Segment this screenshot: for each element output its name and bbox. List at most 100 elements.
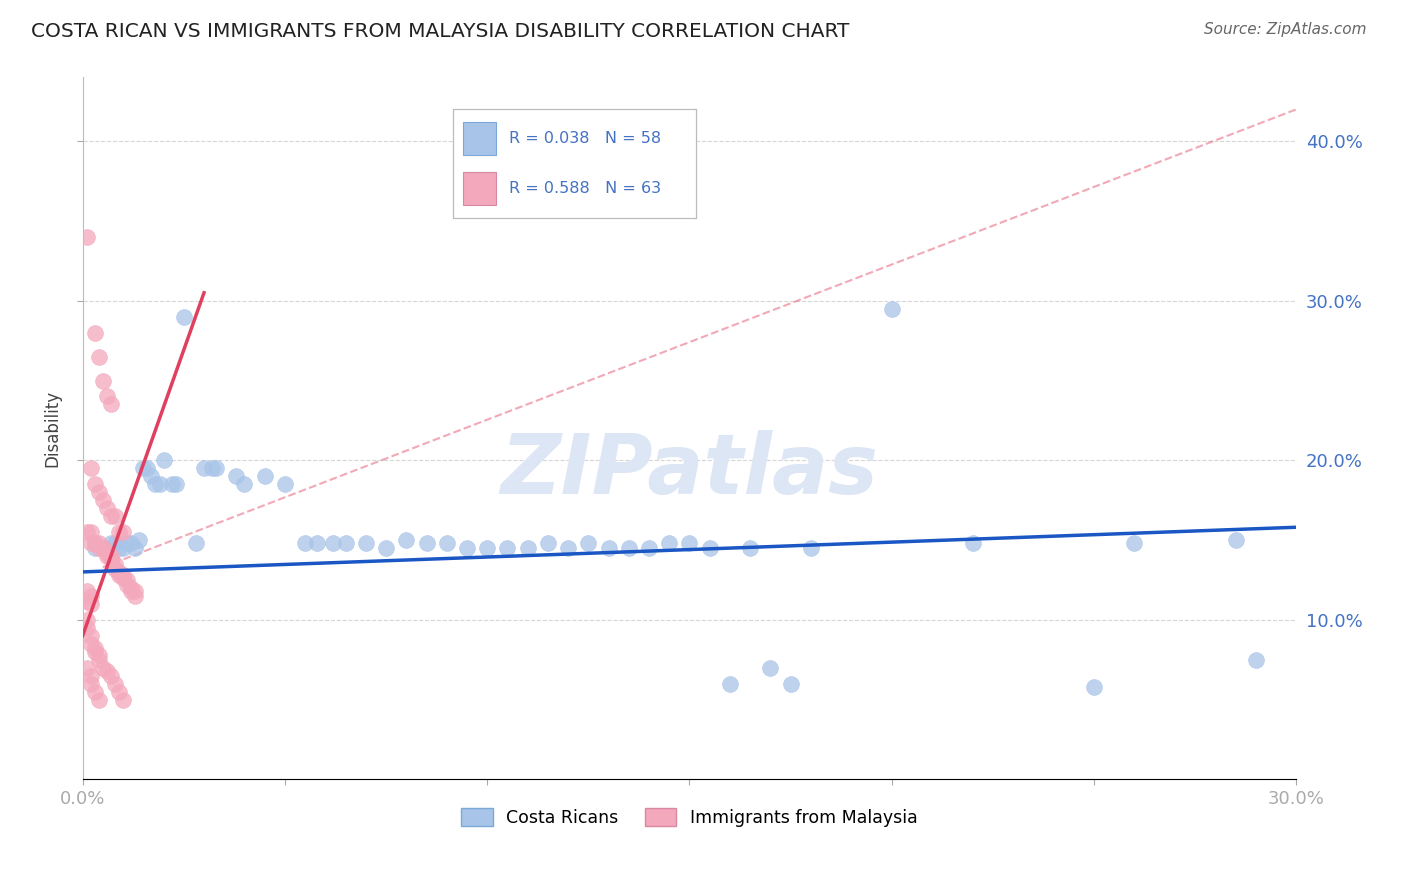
Point bbox=[76, 660, 98, 674]
Point bbox=[115, 577, 138, 591]
Point bbox=[83, 536, 105, 550]
Point bbox=[718, 676, 741, 690]
Point bbox=[87, 648, 110, 662]
Point bbox=[96, 389, 118, 403]
Point bbox=[132, 461, 155, 475]
Point bbox=[253, 469, 276, 483]
Text: ZIPatlas: ZIPatlas bbox=[501, 430, 879, 511]
Point bbox=[120, 536, 142, 550]
Point bbox=[233, 477, 256, 491]
Point bbox=[76, 230, 98, 244]
Point bbox=[104, 557, 127, 571]
Point bbox=[91, 541, 114, 555]
Point bbox=[100, 668, 122, 682]
Point bbox=[576, 536, 599, 550]
Point bbox=[80, 676, 103, 690]
Point bbox=[395, 533, 418, 547]
Point bbox=[112, 568, 135, 582]
Point bbox=[148, 477, 170, 491]
Point bbox=[128, 533, 150, 547]
Point bbox=[108, 684, 131, 698]
Point bbox=[76, 524, 98, 539]
Point bbox=[201, 461, 224, 475]
Point bbox=[108, 568, 131, 582]
Point bbox=[83, 536, 105, 550]
Point bbox=[307, 536, 329, 550]
Point bbox=[96, 501, 118, 516]
Point bbox=[80, 589, 103, 603]
Point bbox=[83, 541, 105, 555]
Point bbox=[205, 461, 228, 475]
Text: COSTA RICAN VS IMMIGRANTS FROM MALAYSIA DISABILITY CORRELATION CHART: COSTA RICAN VS IMMIGRANTS FROM MALAYSIA … bbox=[31, 22, 849, 41]
Point bbox=[80, 629, 103, 643]
Point bbox=[108, 524, 131, 539]
Point bbox=[1123, 536, 1146, 550]
Point bbox=[91, 541, 114, 555]
Point bbox=[76, 584, 98, 599]
Point bbox=[108, 565, 131, 579]
Point bbox=[91, 374, 114, 388]
Point bbox=[658, 536, 681, 550]
Point bbox=[184, 536, 207, 550]
Point bbox=[477, 541, 499, 555]
Point bbox=[165, 477, 187, 491]
Point bbox=[1225, 533, 1247, 547]
Point bbox=[598, 541, 620, 555]
Point bbox=[436, 536, 458, 550]
Point bbox=[120, 584, 142, 599]
Legend: Costa Ricans, Immigrants from Malaysia: Costa Ricans, Immigrants from Malaysia bbox=[454, 801, 925, 834]
Point bbox=[80, 637, 103, 651]
Point bbox=[274, 477, 297, 491]
Point bbox=[80, 597, 103, 611]
Point bbox=[80, 668, 103, 682]
Point bbox=[104, 509, 127, 524]
Point bbox=[193, 461, 215, 475]
Point bbox=[145, 477, 167, 491]
Point bbox=[104, 676, 127, 690]
Point bbox=[87, 541, 110, 555]
Point bbox=[87, 692, 110, 706]
Point bbox=[83, 641, 105, 656]
Point bbox=[152, 453, 174, 467]
Point bbox=[124, 584, 146, 599]
Point bbox=[100, 549, 122, 563]
Point bbox=[115, 573, 138, 587]
Point bbox=[115, 536, 138, 550]
Point bbox=[699, 541, 721, 555]
Point bbox=[112, 692, 135, 706]
Point bbox=[759, 660, 782, 674]
Point bbox=[322, 536, 344, 550]
Point bbox=[456, 541, 478, 555]
Point bbox=[375, 541, 398, 555]
Point bbox=[112, 571, 135, 585]
Point bbox=[962, 536, 984, 550]
Point bbox=[87, 350, 110, 364]
Point bbox=[104, 562, 127, 576]
Point bbox=[100, 509, 122, 524]
Point bbox=[83, 477, 105, 491]
Point bbox=[1083, 680, 1105, 694]
Point bbox=[294, 536, 316, 550]
Point bbox=[91, 541, 114, 555]
Point bbox=[87, 536, 110, 550]
Point bbox=[779, 676, 801, 690]
Point bbox=[112, 524, 135, 539]
Point bbox=[638, 541, 661, 555]
Point bbox=[354, 536, 377, 550]
Point bbox=[124, 589, 146, 603]
Point bbox=[108, 541, 131, 555]
Point bbox=[87, 485, 110, 500]
Point bbox=[880, 301, 903, 316]
Point bbox=[740, 541, 762, 555]
Point bbox=[91, 493, 114, 508]
Point bbox=[100, 552, 122, 566]
Point bbox=[96, 664, 118, 678]
Point bbox=[76, 621, 98, 635]
Point bbox=[83, 684, 105, 698]
Point bbox=[100, 397, 122, 411]
Point bbox=[96, 549, 118, 563]
Point bbox=[225, 469, 247, 483]
Point bbox=[335, 536, 357, 550]
Point bbox=[800, 541, 823, 555]
Point bbox=[104, 536, 127, 550]
